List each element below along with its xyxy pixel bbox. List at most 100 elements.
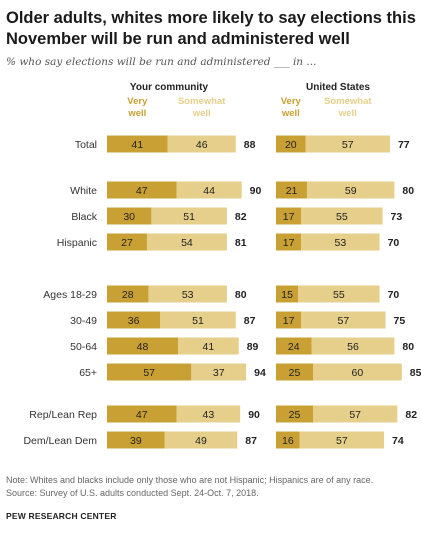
data-label-total: 85 [410, 367, 421, 379]
data-label-total: 88 [244, 139, 256, 151]
panel-title: Your community [130, 82, 209, 93]
bar-somewhat-well [160, 311, 236, 329]
data-label-very-well: 17 [283, 211, 295, 223]
data-label-total: 80 [402, 185, 414, 197]
legend-somewhat-well: well [192, 108, 211, 119]
bar-somewhat-well [148, 285, 227, 303]
bar-somewhat-well [298, 285, 380, 303]
data-label-total: 90 [250, 185, 262, 197]
category-label: White [70, 185, 97, 197]
bar-somewhat-well [307, 181, 395, 199]
bar-somewhat-well [301, 207, 383, 225]
bar-very-well [107, 405, 177, 423]
legend-very-well: well [127, 108, 146, 119]
bar-somewhat-well [305, 135, 390, 153]
data-label-very-well: 16 [282, 435, 294, 447]
data-label-very-well: 48 [137, 341, 149, 353]
data-label-somewhat-well: 57 [336, 435, 348, 447]
data-label-very-well: 20 [285, 139, 297, 151]
bar-very-well [276, 405, 313, 423]
data-label-somewhat-well: 44 [203, 185, 215, 197]
data-label-somewhat-well: 49 [195, 435, 207, 447]
data-label-somewhat-well: 57 [349, 409, 361, 421]
data-label-somewhat-well: 53 [335, 237, 347, 249]
bar-somewhat-well [299, 431, 385, 449]
data-label-very-well: 24 [288, 341, 300, 353]
category-label: Dem/Lean Dem [23, 435, 97, 447]
bar-very-well [107, 431, 165, 449]
bar-very-well [107, 181, 177, 199]
legend-very-well: well [281, 108, 300, 119]
category-label: Total [75, 139, 97, 151]
bar-somewhat-well [311, 337, 395, 355]
data-label-very-well: 36 [128, 315, 140, 327]
bar-very-well [276, 233, 302, 251]
legend-somewhat-well: well [338, 108, 357, 119]
bar-somewhat-well [191, 363, 247, 381]
bar-very-well [107, 363, 192, 381]
data-label-somewhat-well: 43 [203, 409, 215, 421]
data-label-somewhat-well: 51 [192, 315, 204, 327]
category-label: 50-64 [70, 341, 97, 353]
data-label-very-well: 39 [130, 435, 142, 447]
source-text: Source: Survey of U.S. adults conducted … [6, 488, 259, 498]
category-label: Black [71, 211, 97, 223]
data-label-very-well: 25 [289, 367, 301, 379]
bar-very-well [107, 337, 179, 355]
data-label-very-well: 21 [286, 185, 298, 197]
panel-title: United States [306, 82, 370, 93]
data-label-very-well: 25 [289, 409, 301, 421]
data-label-total: 82 [235, 211, 247, 223]
bar-very-well [276, 337, 312, 355]
category-label: Hispanic [57, 237, 97, 249]
note-text: Note: Whites and blacks include only tho… [6, 475, 374, 485]
data-label-total: 87 [244, 315, 256, 327]
data-label-total: 81 [235, 237, 247, 249]
bar-somewhat-well [301, 233, 380, 251]
data-label-somewhat-well: 41 [203, 341, 215, 353]
data-label-somewhat-well: 60 [352, 367, 364, 379]
data-label-total: 70 [388, 289, 400, 301]
bar-very-well [107, 233, 147, 251]
bar-somewhat-well [176, 181, 242, 199]
bar-somewhat-well [151, 207, 227, 225]
data-label-very-well: 57 [143, 367, 155, 379]
data-label-somewhat-well: 59 [345, 185, 357, 197]
bar-somewhat-well [164, 431, 238, 449]
data-label-total: 70 [388, 237, 400, 249]
data-label-very-well: 47 [136, 185, 148, 197]
category-label: 65+ [79, 367, 97, 379]
bar-very-well [107, 311, 161, 329]
category-label: 30-49 [70, 315, 97, 327]
bar-very-well [107, 285, 149, 303]
bar-very-well [107, 207, 152, 225]
data-label-very-well: 28 [122, 289, 134, 301]
bar-somewhat-well [176, 405, 241, 423]
data-label-total: 90 [248, 409, 260, 421]
bar-somewhat-well [313, 405, 398, 423]
category-label: Rep/Lean Rep [29, 409, 97, 421]
bar-very-well [276, 285, 299, 303]
legend-very-well: Very [281, 96, 302, 107]
data-label-very-well: 17 [283, 237, 295, 249]
data-label-total: 80 [235, 289, 247, 301]
bar-very-well [107, 135, 168, 153]
bar-somewhat-well [301, 311, 386, 329]
chart-subtitle: % who say elections will be run and admi… [6, 56, 317, 68]
bar-somewhat-well [178, 337, 239, 355]
org-label: PEW RESEARCH CENTER [6, 511, 117, 521]
data-label-total: 75 [394, 315, 406, 327]
data-label-somewhat-well: 55 [336, 211, 348, 223]
data-label-very-well: 41 [131, 139, 143, 151]
bar-very-well [276, 431, 300, 449]
footnote: Note: Whites and blacks include only tho… [6, 474, 416, 500]
data-label-total: 87 [245, 435, 257, 447]
data-label-somewhat-well: 55 [333, 289, 345, 301]
data-label-somewhat-well: 51 [183, 211, 195, 223]
data-label-somewhat-well: 46 [196, 139, 208, 151]
bar-somewhat-well [146, 233, 227, 251]
data-label-very-well: 47 [136, 409, 148, 421]
data-label-total: 80 [402, 341, 414, 353]
data-label-somewhat-well: 57 [342, 139, 354, 151]
